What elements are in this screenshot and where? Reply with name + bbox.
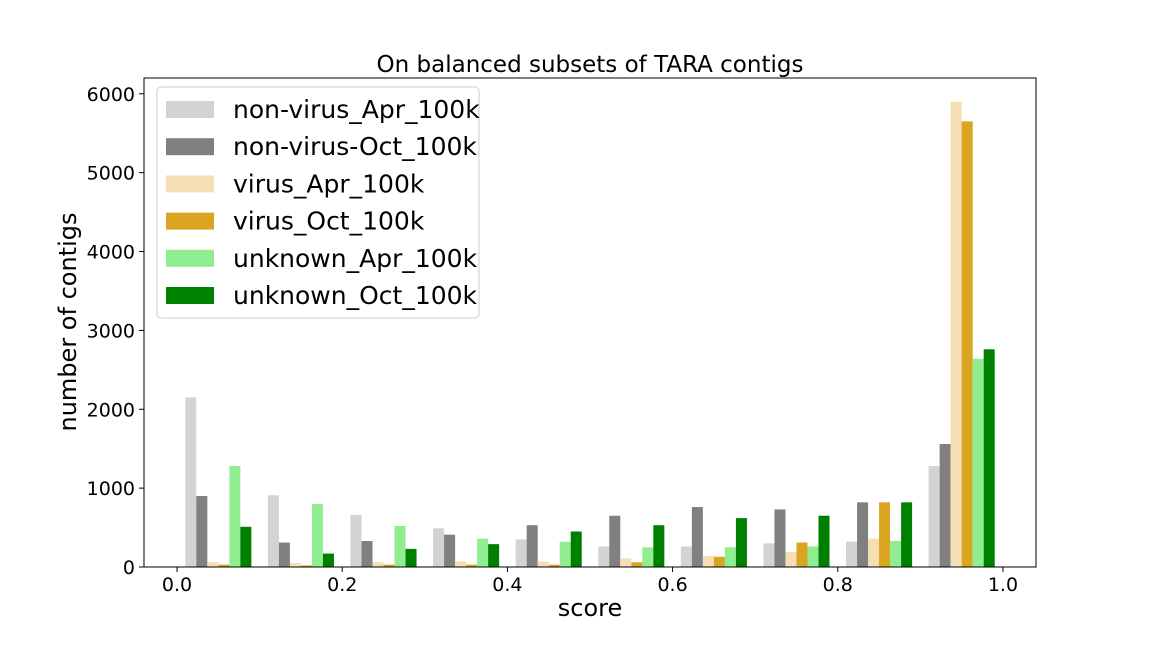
bar-virus_Apr_100k-bin-8: [868, 538, 880, 567]
bar-virus_Oct_100k-bin-5: [631, 562, 643, 567]
bar-non-virus-Oct_100k-bin-7: [774, 509, 786, 567]
legend-swatch-unknown_Oct_100k: [166, 287, 214, 304]
bar-virus_Apr_100k-bin-2: [372, 562, 384, 567]
legend-swatch-unknown_Apr_100k: [166, 249, 214, 267]
y-tick-label: 0: [123, 557, 135, 579]
bar-non-virus-Oct_100k-bin-4: [526, 525, 538, 567]
bar-virus_Oct_100k-bin-3: [466, 564, 478, 567]
bar-virus_Oct_100k-bin-2: [383, 564, 395, 567]
bar-unknown_Oct_100k-bin-3: [488, 544, 500, 567]
bar-non-virus-Oct_100k-bin-9: [939, 443, 951, 567]
x-tick-label: 0.4: [492, 574, 522, 596]
x-axis: 0.0 0.2 0.4 0.6 0.8 1.0: [162, 567, 1018, 596]
bar-virus_Apr_100k-bin-9: [950, 101, 962, 568]
bar-unknown_Oct_100k-bin-6: [735, 518, 747, 567]
legend-label-virus_Oct_100k: virus_Oct_100k: [233, 207, 425, 236]
bar-virus_Oct_100k-bin-8: [879, 502, 891, 567]
bar-non-virus-Oct_100k-bin-5: [609, 515, 621, 567]
x-tick-label: 1.0: [988, 574, 1018, 596]
bar-virus_Oct_100k-bin-9: [961, 121, 973, 568]
legend-swatch-virus_Oct_100k: [166, 212, 214, 230]
x-axis-title: score: [558, 594, 623, 622]
bar-unknown_Apr_100k-bin-5: [642, 547, 654, 567]
bar-unknown_Apr_100k-bin-4: [559, 541, 571, 567]
bar-virus_Oct_100k-bin-7: [796, 542, 808, 567]
bar-unknown_Apr_100k-bin-2: [394, 525, 406, 567]
bar-non-virus-Oct_100k-bin-6: [691, 507, 703, 567]
bar-non-virus-Oct_100k-bin-1: [278, 542, 290, 567]
legend-swatch-virus_Apr_100k: [166, 175, 214, 193]
bars-group: [185, 101, 995, 568]
y-axis-title: number of contigs: [54, 213, 82, 432]
legend: non-virus_Apr_100k non-virus-Oct_100kviru…: [156, 86, 480, 319]
bar-non-virus_Apr_100k-bin-7: [763, 543, 775, 567]
bar-virus_Oct_100k-bin-1: [300, 565, 312, 567]
bar-unknown_Apr_100k-bin-9: [972, 358, 984, 567]
bar-non-virus-Oct_100k-bin-0: [196, 496, 208, 567]
bar-non-virus-Oct_100k-bin-2: [361, 540, 373, 567]
bar-unknown_Apr_100k-bin-1: [311, 503, 323, 567]
bar-unknown_Apr_100k-bin-0: [229, 466, 241, 567]
bar-non-virus_Apr_100k-bin-8: [846, 541, 858, 567]
bar-virus_Apr_100k-bin-0: [207, 562, 219, 567]
y-tick-label: 2000: [87, 399, 135, 421]
bar-non-virus-Oct_100k-bin-8: [857, 502, 869, 567]
legend-label-non-virus-Oct_100k: non-virus-Oct_100k: [233, 132, 477, 161]
x-tick-label: 0.0: [162, 574, 192, 596]
y-tick-label: 5000: [87, 163, 135, 185]
legend-label-non-virus_Apr_100k: non-virus_Apr_100k: [233, 95, 480, 124]
y-tick-label: 6000: [87, 84, 135, 106]
bar-unknown_Oct_100k-bin-1: [322, 553, 334, 567]
x-tick-label: 0.2: [327, 574, 357, 596]
bar-non-virus-Oct_100k-bin-3: [444, 534, 456, 567]
legend-label-virus_Apr_100k: virus_Apr_100k: [233, 169, 425, 198]
bar-unknown_Oct_100k-bin-4: [570, 531, 582, 567]
bar-non-virus_Apr_100k-bin-0: [185, 397, 197, 567]
bar-virus_Oct_100k-bin-4: [548, 564, 560, 567]
bar-non-virus_Apr_100k-bin-6: [680, 546, 692, 567]
chart-title: On balanced subsets of TARA contigs: [377, 52, 804, 78]
bar-unknown_Oct_100k-bin-2: [405, 548, 417, 567]
bar-non-virus_Apr_100k-bin-2: [350, 514, 362, 567]
legend-label-unknown_Oct_100k: unknown_Oct_100k: [233, 281, 478, 310]
legend-label-unknown_Apr_100k: unknown_Apr_100k: [233, 244, 478, 273]
y-tick-label: 3000: [87, 320, 135, 342]
bar-unknown_Apr_100k-bin-6: [724, 547, 736, 567]
bar-unknown_Apr_100k-bin-7: [807, 546, 819, 567]
plot-frame: [143, 77, 1037, 568]
bar-virus_Apr_100k-bin-7: [785, 552, 797, 567]
bar-virus_Apr_100k-bin-4: [537, 561, 549, 567]
bar-virus_Oct_100k-bin-0: [218, 564, 230, 567]
bar-non-virus_Apr_100k-bin-5: [598, 546, 610, 567]
bar-unknown_Oct_100k-bin-8: [901, 502, 913, 567]
y-axis: 0 1000 2000 3000 4000 5000 6000: [87, 84, 144, 579]
bar-unknown_Apr_100k-bin-3: [477, 538, 489, 567]
bar-unknown_Oct_100k-bin-9: [983, 349, 995, 567]
bar-unknown_Oct_100k-bin-0: [240, 526, 252, 567]
bar-unknown_Apr_100k-bin-8: [890, 540, 902, 567]
bar-non-virus_Apr_100k-bin-9: [928, 466, 940, 567]
legend-swatch-non-virus_Apr_100k: [166, 101, 214, 118]
legend-box: [156, 86, 480, 319]
y-tick-label: 4000: [87, 242, 135, 264]
x-tick-label: 0.8: [823, 574, 853, 596]
bar-virus_Apr_100k-bin-6: [702, 555, 714, 567]
bar-virus_Oct_100k-bin-6: [713, 556, 725, 567]
bar-unknown_Oct_100k-bin-5: [653, 525, 665, 567]
bar-non-virus_Apr_100k-bin-3: [433, 528, 445, 567]
legend-swatch-non-virus-Oct_100k: [166, 138, 214, 156]
x-tick-label: 0.6: [657, 574, 687, 596]
bar-virus_Apr_100k-bin-1: [289, 563, 301, 567]
y-tick-label: 1000: [87, 478, 135, 500]
bar-virus_Apr_100k-bin-5: [620, 558, 632, 567]
bar-unknown_Oct_100k-bin-7: [818, 515, 830, 567]
bar-non-virus_Apr_100k-bin-1: [267, 495, 279, 567]
bar-non-virus_Apr_100k-bin-4: [515, 539, 527, 567]
bar-virus_Apr_100k-bin-3: [455, 561, 467, 567]
